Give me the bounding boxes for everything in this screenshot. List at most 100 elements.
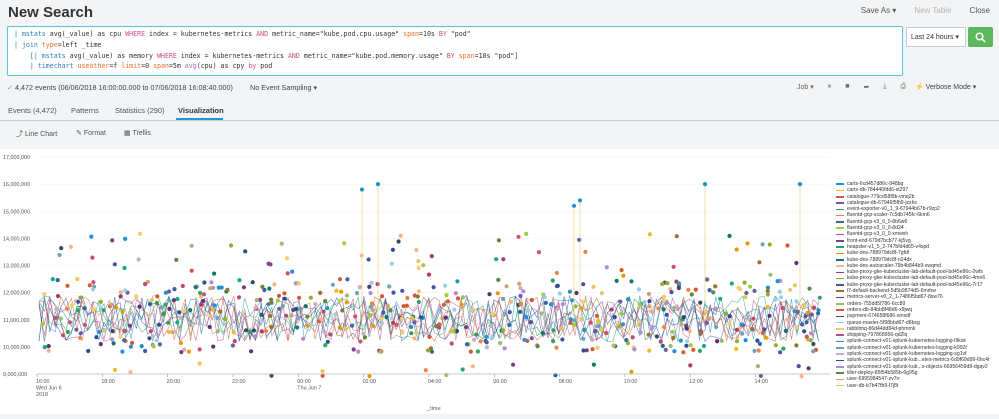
data-point — [342, 241, 347, 246]
search-token: avg — [184, 62, 197, 71]
data-point — [76, 299, 81, 304]
legend-item[interactable]: splunk-connect-v01-splunk-kubernetes-log… — [836, 345, 999, 351]
search-token: WHERE — [125, 30, 146, 38]
data-point — [42, 345, 47, 350]
data-point — [155, 294, 160, 299]
data-point — [595, 345, 600, 350]
legend-item[interactable]: shipping-797868956-qd2lq — [836, 332, 999, 338]
data-point — [147, 336, 152, 341]
data-point — [137, 231, 143, 236]
data-point — [811, 349, 816, 354]
data-point — [267, 286, 272, 291]
legend-item[interactable]: kube-dns-autoscaler-79b4b844b9-xwqmd — [836, 263, 999, 269]
legend-item[interactable]: catalogue-779cd58f9b-vmq2b — [836, 194, 999, 200]
legend-item[interactable]: front-end-679d7bcb77-kj5vg — [836, 238, 999, 244]
legend-item[interactable]: queue-master-5f98bbd67-d8bsg — [836, 320, 999, 326]
legend-item[interactable]: event-exporter-v0_1_9-67944b67b-r9zp2 — [836, 206, 999, 212]
data-point — [755, 364, 761, 369]
data-point — [251, 328, 257, 333]
tab-statistics[interactable]: Statistics (290) — [115, 106, 165, 115]
share-icon[interactable]: ➦ — [863, 84, 870, 91]
data-point — [159, 305, 164, 310]
legend-item[interactable]: kube-proxy-gke-kubecluster-lab-default-p… — [836, 269, 999, 275]
new-table-button[interactable]: New Table — [914, 6, 952, 15]
data-point — [595, 324, 600, 329]
legend-item[interactable]: orders-755dd5f786-6cc89 — [836, 301, 999, 307]
legend-item[interactable]: orders-db-84bb8f48d6-x9jwq — [836, 307, 999, 313]
search-token: pod — [256, 62, 273, 71]
data-point — [296, 316, 301, 321]
line-chart-button[interactable]: ⤴ Line Chart — [16, 129, 57, 139]
export-icon[interactable]: ⤓ — [883, 83, 887, 90]
legend-item[interactable]: kube-dns-788979dc8f-7gfdl — [836, 250, 999, 256]
search-token: limit — [121, 62, 142, 71]
data-point — [277, 306, 282, 311]
legend-item[interactable]: rabbitmq-86d44dd84d-phmmk — [836, 326, 999, 332]
search-token: join — [21, 40, 38, 49]
legend-item[interactable]: splunk-connect-v01-splunk-kub...etes-met… — [836, 357, 999, 363]
legend-item[interactable]: fluentd-gcp-v3_0_0-8d24 — [836, 225, 999, 231]
legend-label: kube-proxy-gke-kubecluster-lab-default-p… — [847, 269, 983, 276]
legend-item[interactable]: kube-dns-788979dc8f-n24dx — [836, 257, 999, 263]
print-icon[interactable]: ⎙ — [900, 83, 907, 90]
search-mode-dropdown[interactable]: ⚡ Verbose Mode ▾ — [915, 83, 976, 91]
legend-item[interactable]: heapster-v1_5_2-747bfd4d65-v4spd — [836, 244, 999, 250]
pause-icon[interactable]: ⏸ — [827, 83, 832, 90]
legend-item[interactable]: fluentd-gcp-v3_0_0-xmwxh — [836, 231, 999, 237]
format-button[interactable]: ✎ Format — [76, 129, 106, 137]
data-point — [718, 296, 723, 301]
data-point — [681, 315, 686, 320]
stop-icon[interactable]: ■ — [845, 83, 850, 90]
legend-item[interactable]: splunk-connect-v01-splunk-kubernetes-log… — [836, 338, 999, 344]
legend-item[interactable]: kube-proxy-gke-kubecluster-lab-default-p… — [836, 282, 999, 288]
data-point — [236, 295, 242, 300]
data-point — [762, 327, 767, 332]
event-sampling-dropdown[interactable]: No Event Sampling ▾ — [250, 83, 318, 92]
search-button[interactable] — [968, 27, 993, 47]
data-point — [568, 317, 573, 322]
data-point — [344, 326, 349, 331]
data-point — [163, 290, 168, 295]
data-point — [111, 341, 116, 346]
legend-item[interactable]: user-db-b7b47fb9-l7j8t — [836, 383, 999, 389]
tab-visualization[interactable]: Visualization — [178, 106, 224, 115]
legend-item[interactable]: fluentd-gcp-v3_0_0-8b6w6 — [836, 219, 999, 225]
legend-item[interactable]: splunk-connect-v01-splunk-kubernetes-log… — [836, 351, 999, 357]
legend-item[interactable]: kube-proxy-gke-kubecluster-lab-default-p… — [836, 275, 999, 281]
job-menu[interactable]: Job ▾ — [797, 84, 814, 91]
x-tick-label: 14:00 — [755, 379, 769, 385]
tab-events[interactable]: Events (4,472) — [8, 106, 57, 115]
close-button[interactable]: Close — [969, 6, 990, 15]
data-point — [734, 339, 740, 344]
legend-item[interactable]: splunk-connect-v01-splunk-kub...s-object… — [836, 364, 999, 370]
legend-item[interactable]: l7-default-backend-5d5b9874d5-6mrhw — [836, 288, 999, 294]
legend-item[interactable]: carts-db-784446fdd6-st297 — [836, 187, 999, 193]
legend-item[interactable]: fluentd-gcp-scaler-7c5db745fc-6km6 — [836, 212, 999, 218]
search-input[interactable]: | mstats avg(_value) as cpu WHERE index … — [7, 26, 903, 76]
data-point — [370, 301, 375, 306]
data-point — [632, 347, 637, 352]
trellis-button[interactable]: ▦ Trellis — [124, 129, 151, 137]
data-point — [540, 330, 546, 336]
tab-patterns[interactable]: Patterns — [71, 106, 99, 115]
save-as-button[interactable]: Save As ▾ — [860, 6, 897, 15]
data-point — [707, 288, 712, 293]
x-tick-label: 12:00 — [689, 379, 703, 385]
data-point — [296, 281, 301, 286]
data-point — [170, 330, 175, 335]
data-point — [75, 277, 80, 282]
data-point — [150, 333, 155, 339]
legend-item[interactable]: catalogue-db-67946f5fb9-jzzhs — [836, 200, 999, 206]
legend-item[interactable]: tiller-deploy-85f54b585b-6g95g — [836, 370, 999, 376]
legend-label: metrics-server-v0_2_1-7486f5bd67-8sw76 — [847, 294, 943, 301]
legend-swatch — [836, 195, 844, 198]
data-point — [340, 308, 345, 313]
data-point — [201, 292, 207, 297]
legend-item[interactable]: user-6995984547-zv7rr — [836, 376, 999, 382]
search-token: =0 — [141, 62, 154, 71]
search-token: =left _time — [57, 40, 102, 49]
time-range-picker[interactable]: Last 24 hours ▾ — [906, 27, 966, 47]
legend-item[interactable]: payment-674658f686-smsdf — [836, 313, 999, 319]
legend-item[interactable]: metrics-server-v0_2_1-7486f5bd67-8sw76 — [836, 294, 999, 300]
legend-item[interactable]: carts-6cd457d86c-848bq — [836, 181, 999, 187]
